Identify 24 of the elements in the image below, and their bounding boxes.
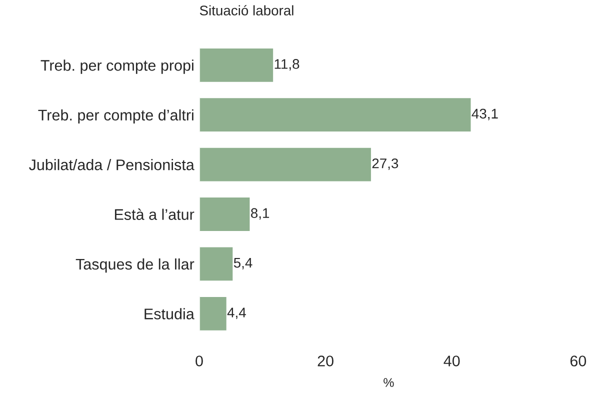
- bar: [199, 196, 252, 232]
- data-label: 4,4: [227, 308, 246, 320]
- y-tick-label: Estudia: [144, 308, 194, 320]
- x-tick-label: 20: [318, 356, 334, 366]
- data-label: 27,3: [372, 158, 398, 170]
- x-tick-label: 60: [570, 356, 586, 366]
- bar: [199, 96, 472, 133]
- bar: [199, 296, 228, 332]
- bar: [199, 146, 372, 183]
- y-tick-label: Treb. per compte propi: [40, 60, 194, 74]
- x-tick-label: 0: [196, 356, 203, 366]
- x-tick-label: 40: [444, 356, 460, 366]
- y-tick-label: Està a l’atur: [114, 208, 194, 220]
- data-label: 8,1: [251, 208, 270, 220]
- y-tick-label: Treb. per compte d’altri: [38, 109, 194, 124]
- data-label: 11,8: [274, 59, 300, 71]
- bar: [199, 47, 274, 84]
- data-label: 5,4: [234, 258, 252, 270]
- x-axis-title: %: [384, 378, 394, 387]
- chart-title: Situació laboral: [200, 5, 294, 16]
- bar: [199, 246, 234, 282]
- data-label: 43,1: [472, 108, 498, 120]
- y-tick-label: Tasques de la llar: [76, 258, 194, 273]
- y-tick-label: Jubilat/ada / Pensionista: [29, 159, 194, 170]
